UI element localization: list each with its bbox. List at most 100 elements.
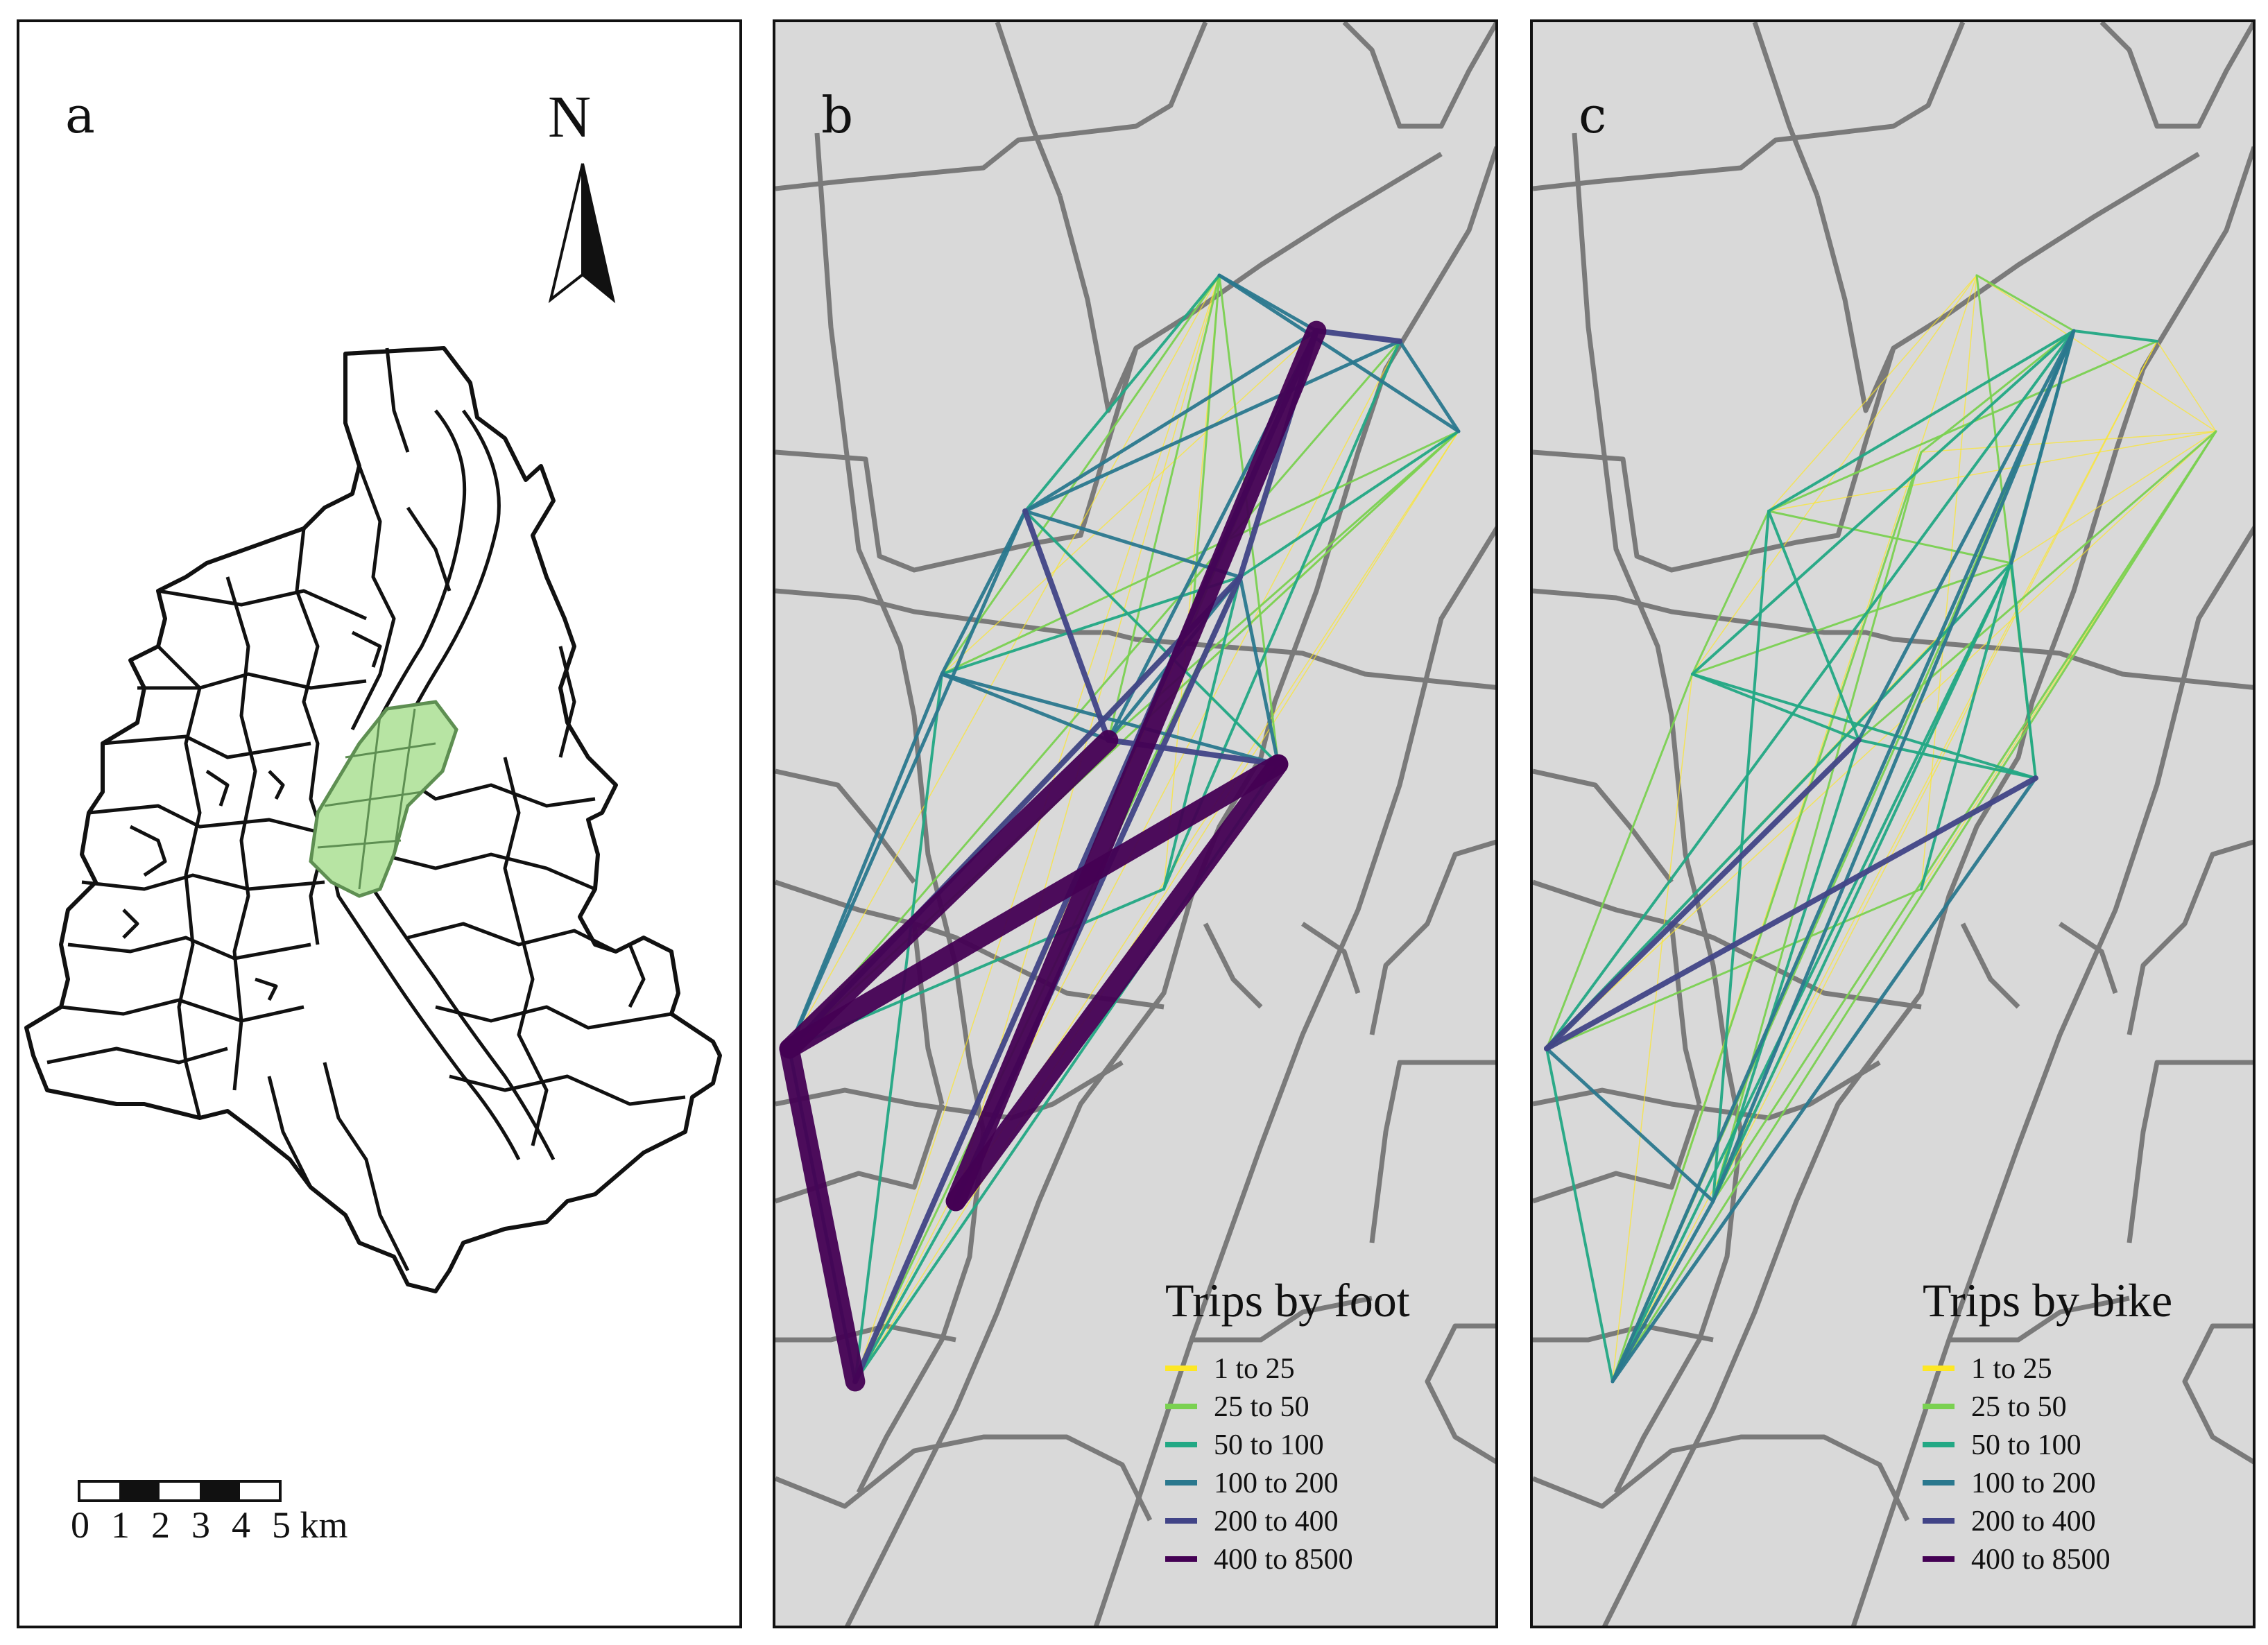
flow-line	[2072, 329, 2158, 343]
flow-line	[1544, 775, 2038, 1051]
flow-line	[789, 275, 1220, 1049]
flow-line	[1610, 1199, 1715, 1384]
legend-item: 400 to 8500	[1923, 1542, 2172, 1581]
flow-line	[940, 509, 1027, 676]
legend-swatch	[1923, 1366, 1955, 1371]
legend-item: 50 to 100	[1165, 1428, 1410, 1466]
flow-line	[1239, 430, 1460, 578]
flow-line	[854, 431, 1459, 1382]
flow-line	[1544, 737, 1862, 1051]
flow-line	[1610, 776, 2038, 1384]
background-boundaries	[1533, 22, 2253, 1626]
flow-line	[1545, 888, 1923, 1050]
flow-line	[1024, 274, 1221, 513]
scale-bar-ticks: 0 1 2 3 4 5 km	[62, 1504, 354, 1552]
legend-label: 25 to 50	[1971, 1391, 2067, 1423]
flow-line	[2156, 341, 2217, 432]
flow-line	[787, 672, 944, 1051]
flow-line	[1692, 275, 1977, 675]
flow-line	[1314, 328, 1402, 344]
flow-line	[1545, 673, 1694, 1050]
foot-trips-map-panel: b Trips by foot 1 to 25 25 to 50 50 to 1…	[773, 19, 1498, 1628]
legend-swatch	[1923, 1556, 1955, 1562]
legend-swatch	[1165, 1404, 1197, 1409]
flow-line	[1023, 509, 1242, 579]
flow-line	[2010, 562, 2037, 780]
legend-item: 1 to 25	[1923, 1352, 2172, 1390]
legend-label: 25 to 50	[1214, 1391, 1309, 1423]
scale-tick: 1	[111, 1504, 130, 1546]
flow-line	[940, 430, 1460, 675]
flow-line	[1767, 510, 2013, 565]
flow-line	[1712, 562, 2013, 1203]
scale-tick: 5 km	[272, 1504, 348, 1546]
flow-line	[1612, 673, 1693, 1382]
panel-label-a: a	[65, 86, 95, 144]
flow-line	[1712, 341, 2158, 1202]
flow-line	[1767, 329, 2075, 513]
legend-swatch	[1923, 1518, 1955, 1524]
flow-line	[1857, 739, 2037, 780]
overview-map-svg	[24, 163, 722, 1502]
legend-swatch	[1165, 1556, 1197, 1562]
scale-tick: 0	[71, 1504, 89, 1546]
legend-item: 25 to 50	[1165, 1390, 1410, 1428]
flow-line	[2009, 329, 2076, 565]
legend-swatch	[1923, 1404, 1955, 1409]
flow-line	[779, 730, 1119, 1059]
legend-label: 200 to 400	[1214, 1506, 1339, 1538]
flow-line	[1238, 575, 1280, 766]
legend-item: 1 to 25	[1165, 1352, 1410, 1390]
panel-label-b: b	[821, 86, 854, 144]
flow-line	[1921, 275, 1977, 890]
flow-line	[1768, 431, 2217, 512]
study-area-subdivisions	[317, 708, 436, 890]
flow-line	[1023, 339, 1402, 513]
flow-line	[940, 672, 1280, 766]
flow-line	[1545, 1047, 1715, 1203]
flow-line	[1691, 562, 2013, 675]
legend-label: 1 to 25	[1214, 1353, 1295, 1385]
legend-label: 100 to 200	[1971, 1467, 2096, 1499]
legend-item: 25 to 50	[1923, 1390, 2172, 1428]
legend-label: 50 to 100	[1971, 1429, 2081, 1461]
flow-line	[945, 754, 1289, 1212]
flow-line	[1162, 576, 1242, 890]
flow-line	[779, 754, 1289, 1059]
flow-line	[1975, 274, 2075, 332]
flow-line	[1691, 673, 1860, 741]
trip-flow-lines	[1544, 274, 2217, 1384]
legend-title: Trips by bike	[1923, 1274, 2173, 1327]
flow-line	[1024, 510, 1280, 766]
legend-swatch	[1923, 1442, 1955, 1447]
legend-label: 400 to 8500	[1214, 1544, 1353, 1576]
legend-label: 200 to 400	[1971, 1506, 2096, 1538]
flow-line	[1611, 562, 2013, 1383]
flow-line	[1857, 329, 2076, 742]
trip-flow-lines	[779, 273, 1461, 1392]
flow-line	[1611, 451, 1923, 1383]
flow-line	[940, 672, 1110, 742]
flow-line	[940, 576, 1242, 675]
flow-line	[1217, 273, 1461, 433]
legend-label: 50 to 100	[1214, 1429, 1324, 1461]
flow-line	[854, 1200, 957, 1383]
flow-line	[940, 274, 1221, 675]
legend-label: 400 to 8500	[1971, 1544, 2111, 1576]
legend-title: Trips by foot	[1165, 1274, 1410, 1327]
flow-line	[1022, 508, 1111, 743]
legend: Trips by foot 1 to 25 25 to 50 50 to 100…	[1165, 1273, 1410, 1581]
flow-line	[1610, 329, 2076, 1384]
flow-line	[1711, 329, 2076, 1203]
flow-line	[1691, 673, 2037, 780]
legend-swatch	[1923, 1480, 1955, 1485]
flow-line	[1545, 1047, 1614, 1383]
scale-tick: 2	[151, 1504, 170, 1546]
flow-line	[1712, 739, 1860, 1203]
flow-line	[1023, 329, 1318, 513]
legend-label: 1 to 25	[1971, 1353, 2052, 1385]
flow-line	[1545, 562, 2013, 1050]
flow-line	[1768, 275, 1977, 512]
study-area	[309, 700, 458, 898]
bike-trips-map-svg	[1533, 22, 2253, 1626]
